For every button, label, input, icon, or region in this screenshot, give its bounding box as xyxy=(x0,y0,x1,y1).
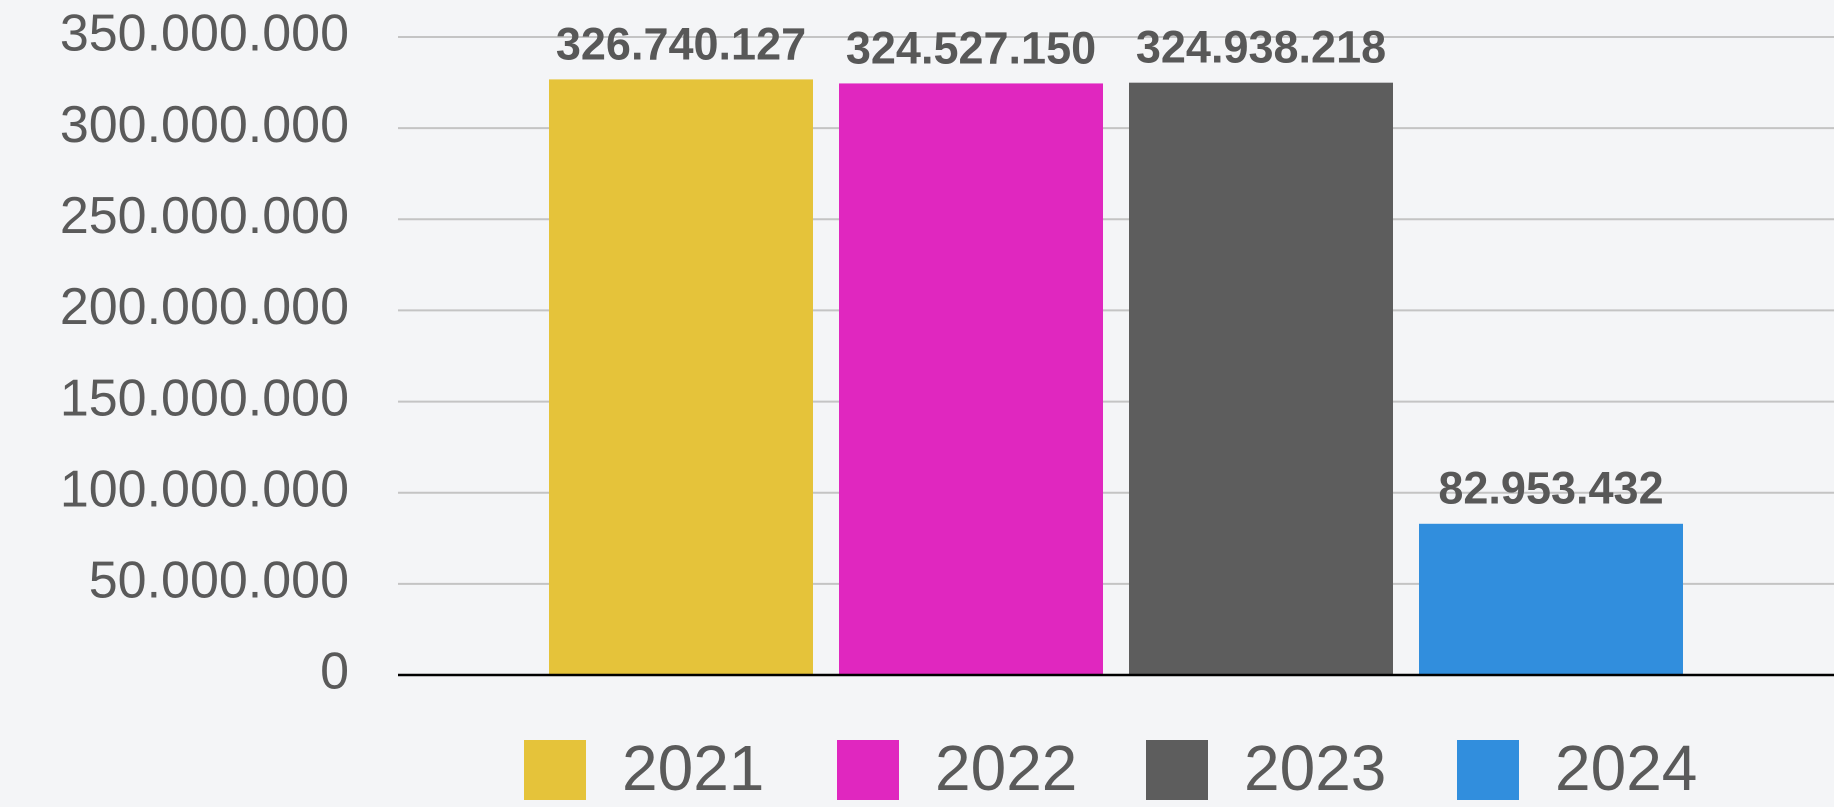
legend-label: 2022 xyxy=(935,732,1077,804)
y-tick-label: 200.000.000 xyxy=(60,278,349,336)
y-tick-label: 350.000.000 xyxy=(60,5,349,63)
legend-swatch xyxy=(837,740,899,800)
bar xyxy=(839,83,1103,676)
bar xyxy=(1419,523,1683,675)
legend-swatch xyxy=(1457,740,1519,800)
legend-label: 2021 xyxy=(622,732,764,804)
legend-label: 2023 xyxy=(1244,732,1386,804)
y-tick-label: 300.000.000 xyxy=(60,96,349,154)
bar xyxy=(1129,82,1393,675)
legend-swatch xyxy=(524,740,586,800)
legend-label: 2024 xyxy=(1555,732,1697,804)
value-label: 326.740.127 xyxy=(556,18,806,69)
y-tick-label: 100.000.000 xyxy=(60,460,349,518)
value-label: 82.953.432 xyxy=(1438,463,1663,514)
y-tick-label: 250.000.000 xyxy=(60,187,349,245)
value-label: 324.938.218 xyxy=(1136,22,1386,73)
y-tick-label: 0 xyxy=(320,643,349,701)
bar xyxy=(549,79,813,676)
value-label: 324.527.150 xyxy=(846,22,1096,73)
y-tick-label: 150.000.000 xyxy=(60,369,349,427)
legend-swatch xyxy=(1146,740,1208,800)
y-tick-label: 50.000.000 xyxy=(89,552,349,610)
